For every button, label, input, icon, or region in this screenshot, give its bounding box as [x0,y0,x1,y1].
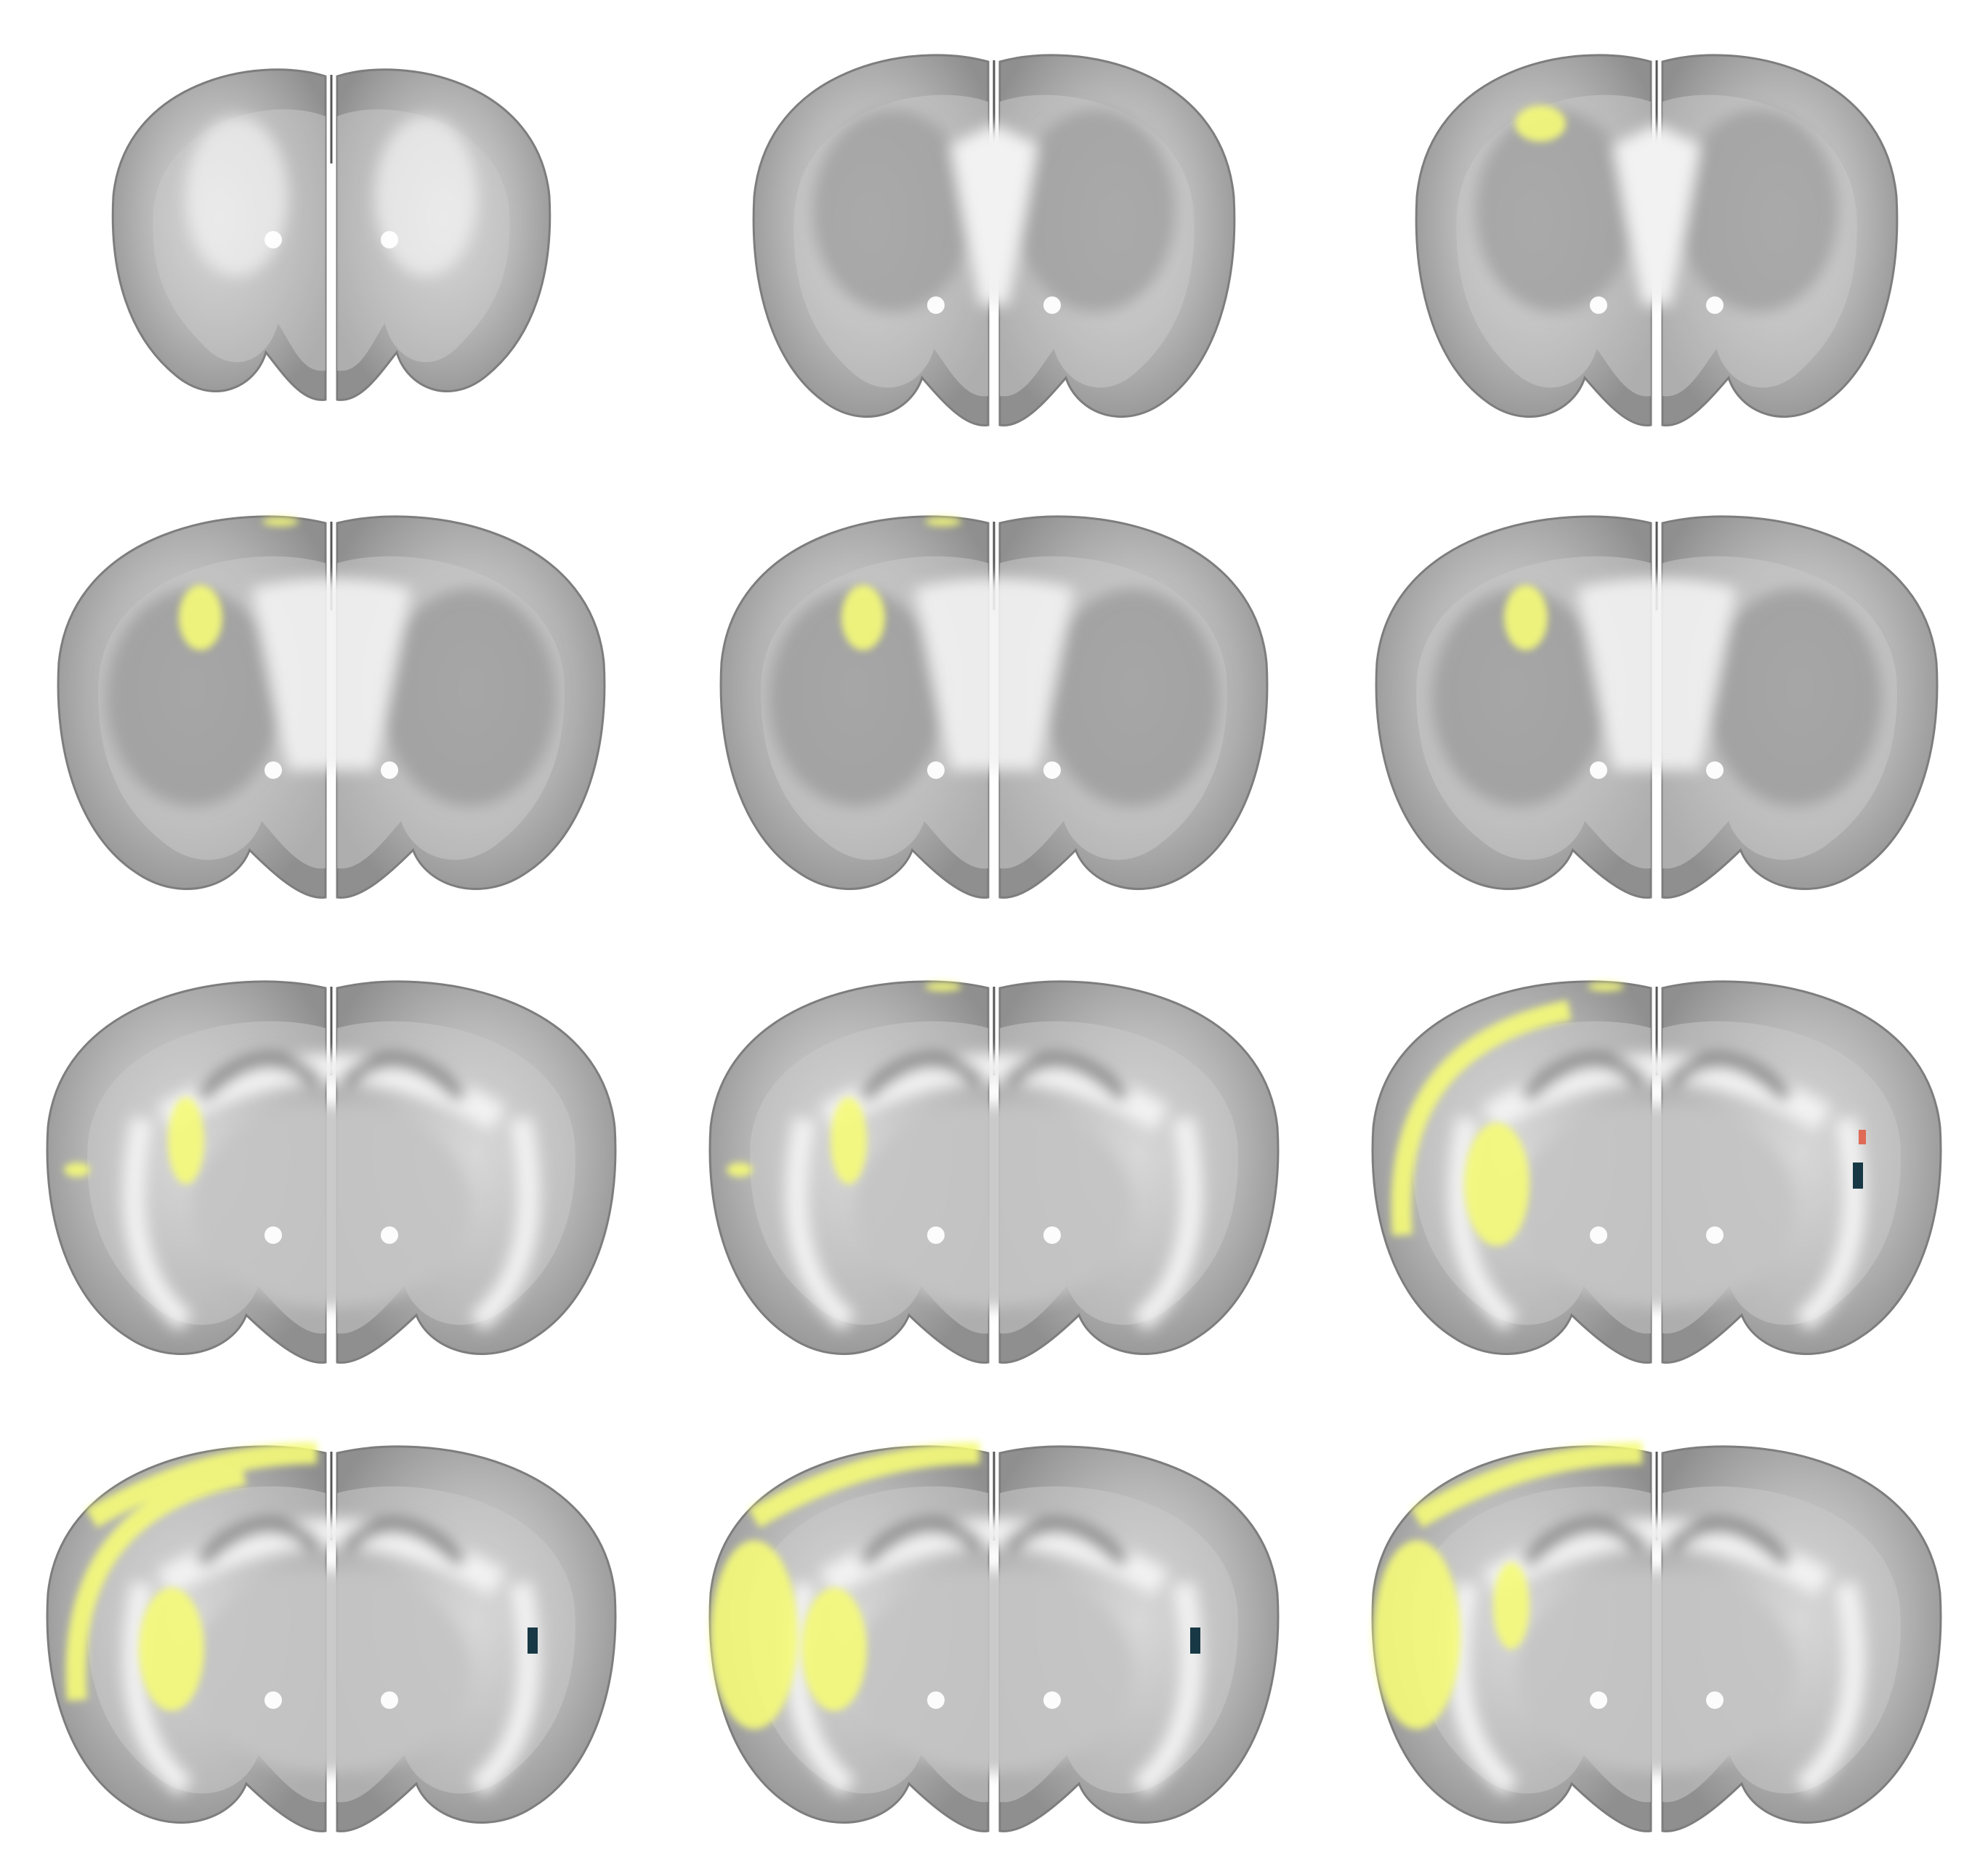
signal-left-internal [831,1097,867,1184]
internal-structures [123,1054,540,1331]
slice-10 [0,1395,663,1860]
slice-9-image [1371,980,1942,1364]
internal-structures [186,116,477,276]
slice-6 [1325,465,1988,930]
signal-top-cortex [1411,1442,1643,1528]
ventricle [1043,1226,1061,1244]
signal-left-internal-large [139,1588,204,1711]
signal-top-cortex [748,1442,980,1528]
signal-left-internal-large [1464,1123,1530,1246]
ventricle [927,296,945,314]
marker-right-dark [528,1628,538,1654]
signal-left-lateral [64,1162,90,1177]
slice-12-image [1371,1442,1942,1832]
ventricle [1590,761,1607,779]
slice-5 [663,465,1325,930]
signal-left-cortex-large [711,1540,798,1729]
slice-2 [663,0,1325,465]
slice-8 [663,930,1325,1395]
ventricle [381,231,398,248]
internal-structures [812,109,1176,312]
ventricle [927,1691,945,1709]
internal-structures [123,1519,540,1796]
slice-10-image [46,1442,617,1832]
internal-structures [769,578,1219,806]
slice-7 [0,930,663,1395]
signal-top-cortex [86,1442,318,1528]
slice-6-image [1375,515,1939,899]
internal-structures [1431,578,1882,806]
ventricle [1043,1691,1061,1709]
signal-left-internal [168,1097,204,1184]
ventricle [1706,761,1724,779]
slice-4-image [57,515,606,899]
ventricle [1590,296,1607,314]
signal-left-cortex-band [1391,1000,1572,1237]
signal-top-edge [925,517,961,526]
signal-left-striatum-edge [1504,585,1548,650]
slice-3-image [1415,54,1899,426]
slice-3 [1325,0,1988,465]
slice-1 [0,0,663,465]
ventricle [927,761,945,779]
ventricle [927,1226,945,1244]
ventricle [381,1691,398,1709]
marker-right-red [1859,1130,1866,1144]
signal-top-edge [262,517,299,526]
signal-left-cortex-large [1373,1540,1460,1729]
ventricle [264,231,282,248]
ventricle [264,1226,282,1244]
signal-left-internal-large [801,1588,867,1711]
marker-right-dark [1190,1628,1200,1654]
slice-12 [1325,1395,1988,1860]
slice-1-image [111,68,551,401]
ventricle [1043,296,1061,314]
signal-left-lateral [727,1162,753,1177]
slice-2-image [752,54,1236,426]
slice-4 [0,465,663,930]
ventricle [381,1226,398,1244]
ventricle [1590,1691,1607,1709]
internal-structures [1448,1519,1865,1796]
signal-top-edge [1588,982,1624,991]
internal-structures [1448,1054,1865,1331]
internal-structures [106,578,557,806]
ventricle [264,1691,282,1709]
slice-8-image [708,980,1280,1364]
internal-structures [1475,109,1838,312]
ventricle [1706,1691,1724,1709]
ventricle [1706,1226,1724,1244]
slice-11 [663,1395,1325,1860]
internal-structures [785,1519,1203,1796]
slice-9 [1325,930,1988,1395]
ventricle [381,761,398,779]
ventricle [1706,296,1724,314]
signal-left-striatum-edge [841,585,885,650]
ventricle [264,761,282,779]
slice-7-image [46,980,617,1364]
ventricle [1043,761,1061,779]
signal-top-left-cortex [1515,105,1566,142]
internal-structures [785,1054,1203,1331]
slice-5-image [719,515,1269,899]
signal-top-edge [925,982,961,991]
signal-left-striatum-edge [179,585,222,650]
signal-left-cortex-band [65,1465,246,1702]
marker-right-dark [1853,1162,1863,1189]
signal-left-internal [1493,1562,1530,1649]
ventricle [1590,1226,1607,1244]
slice-11-image [708,1442,1280,1832]
